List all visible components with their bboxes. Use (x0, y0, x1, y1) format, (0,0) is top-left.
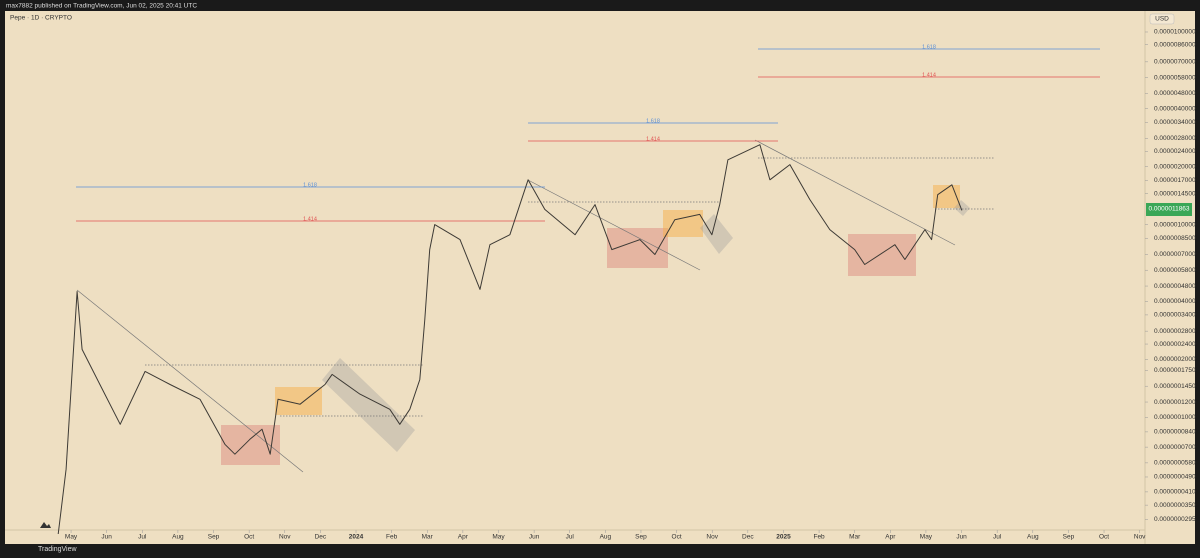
y-tick-label: 0.0000040000 (1154, 105, 1196, 112)
y-tick-label: 0.0000024000 (1154, 148, 1196, 155)
y-tick-label: 0.0000086000 (1154, 41, 1196, 48)
x-tick-label: Apr (458, 534, 469, 541)
y-tick-label: 0.0000000580 (1154, 460, 1196, 467)
trend-line (754, 139, 956, 246)
legend-entry: Pepe · 1D · CRYPTO (10, 15, 72, 22)
box (663, 210, 703, 237)
plot-background (5, 11, 1195, 544)
x-tick-label: Sep (208, 534, 220, 541)
x-tick-label: Aug (172, 534, 184, 541)
box (848, 234, 916, 276)
box (275, 387, 322, 415)
x-tick-label: Mar (849, 534, 861, 541)
x-tick-label: May (492, 534, 505, 541)
y-tick-label: 0.0000000700 (1154, 444, 1196, 451)
x-tick-label: Jun (529, 534, 540, 541)
x-tick-label: Aug (600, 534, 612, 541)
y-tick-label: 0.0000028000 (1154, 135, 1196, 142)
x-tick-label: Feb (386, 534, 398, 541)
y-tick-label: 0.0000034000 (1154, 119, 1196, 126)
drawings (76, 48, 1100, 473)
y-tick-label: 0.0000007000 (1154, 251, 1196, 258)
x-tick-label: May (65, 534, 78, 541)
box (700, 214, 733, 254)
fib-label: 1.618 (646, 118, 660, 124)
y-tick-label: 0.0000000350 (1154, 502, 1196, 509)
x-tick-label: Oct (672, 534, 682, 541)
y-tick-label: 0.0000000490 (1154, 474, 1196, 481)
y-tick-label: 0.0000020000 (1154, 163, 1196, 170)
x-tick-label: Nov (279, 534, 291, 541)
x-tick-label: Sep (635, 534, 647, 541)
x-tick-label: Mar (422, 534, 434, 541)
y-tick-label: 0.0000000840 (1154, 429, 1196, 436)
x-tick-label: Aug (1027, 534, 1039, 541)
y-tick-label: 0.0000070000 (1154, 59, 1196, 66)
y-tick-label: 0.0000001000 (1154, 414, 1196, 421)
price-line (57, 144, 963, 535)
x-tick-label: Jul (138, 534, 147, 541)
x-tick-label: Jun (956, 534, 967, 541)
trend-line (76, 289, 304, 473)
price-tag (1146, 203, 1192, 216)
box (221, 425, 280, 465)
trend-line (527, 179, 701, 271)
x-tick-label: Sep (1063, 534, 1075, 541)
x-tick-label: Feb (813, 534, 825, 541)
x-tick-label: Dec (315, 534, 327, 541)
y-tick-label: 0.0000002800 (1154, 328, 1196, 335)
footer-logo: TradingView (38, 546, 77, 553)
y-tick-label: 0.0000002000 (1154, 356, 1196, 363)
x-tick-label: Dec (742, 534, 754, 541)
currency: USD (1155, 16, 1169, 23)
y-tick-label: 0.0000048000 (1154, 90, 1196, 97)
y-tick-label: 0.0000000295 (1154, 516, 1196, 523)
y-tick-label: 0.0000017000 (1154, 177, 1196, 184)
x-tick-label: Apr (885, 534, 896, 541)
y-tick-label: 0.0000003400 (1154, 312, 1196, 319)
box (933, 185, 960, 208)
x-tick-label: 2025 (776, 534, 791, 541)
x-tick-label: May (920, 534, 933, 541)
last-price: 0.0000011863 (1148, 206, 1189, 213)
y-tick-label: 0.0000002400 (1154, 341, 1196, 348)
y-tick-label: 0.0000004000 (1154, 298, 1196, 305)
x-tick-label: Nov (706, 534, 718, 541)
x-tick-label: Jun (101, 534, 112, 541)
y-tick-label: 0.0000100000 (1154, 29, 1196, 36)
y-tick-label: 0.0000001200 (1154, 399, 1196, 406)
fib-label: 1.414 (922, 72, 936, 78)
x-tick-label: 2024 (349, 534, 364, 541)
y-tick-label: 0.0000001450 (1154, 383, 1196, 390)
y-tick-label: 0.0000010000 (1154, 221, 1196, 228)
x-tick-label: Oct (1099, 534, 1109, 541)
fib-label: 1.414 (303, 216, 317, 222)
box (322, 358, 415, 452)
box (954, 200, 970, 216)
y-tick-label: 0.0000005800 (1154, 267, 1196, 274)
y-tick-label: 0.0000014500 (1154, 190, 1196, 197)
x-tick-label: Jul (993, 534, 1002, 541)
y-tick-label: 0.0000004800 (1154, 283, 1196, 290)
y-tick-label: 0.0000058000 (1154, 74, 1196, 81)
y-tick-label: 0.0000001750 (1154, 367, 1196, 374)
fib-label: 1.618 (303, 182, 317, 188)
x-tick-label: Jul (566, 534, 575, 541)
y-tick-label: 0.0000008500 (1154, 235, 1196, 242)
fib-label: 1.618 (922, 44, 936, 50)
x-tick-label: Nov (1134, 534, 1146, 541)
fib-label: 1.414 (646, 136, 660, 142)
logo-icon (40, 522, 51, 528)
x-tick-label: Oct (244, 534, 254, 541)
y-tick-label: 0.0000000410 (1154, 489, 1196, 496)
header: max7882 published on TradingView.com, Ju… (6, 3, 197, 10)
currency-box (1149, 13, 1175, 25)
